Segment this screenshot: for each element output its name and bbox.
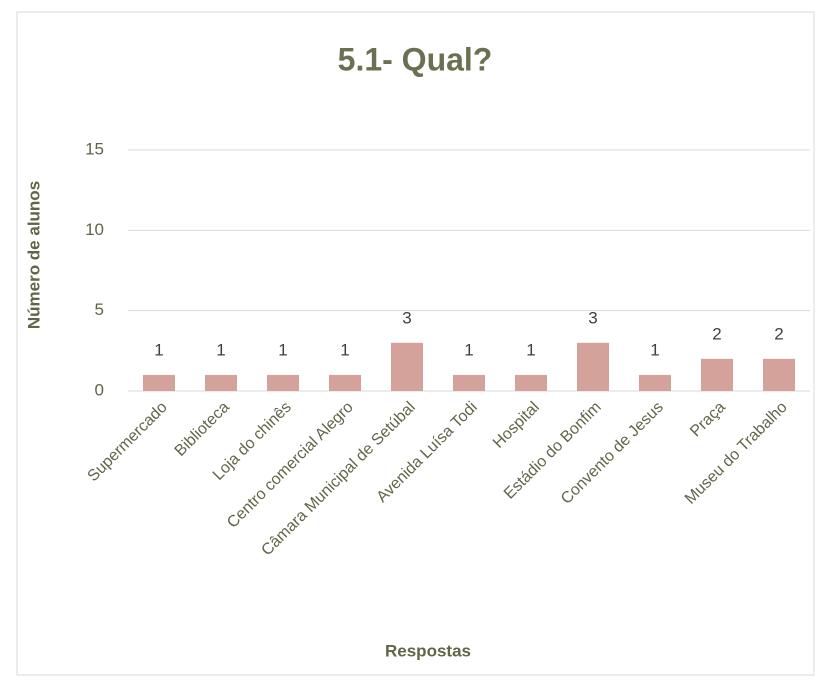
bar [329,374,361,391]
bar [205,374,237,391]
data-label: 1 [216,340,225,359]
bar [391,342,423,391]
bar [515,374,547,391]
bar [701,358,733,391]
y-axis-label: Número de alunos [24,181,43,329]
y-tick-label: 10 [85,220,104,239]
data-label: 1 [278,340,287,359]
data-label: 1 [526,340,535,359]
bar [143,374,175,391]
data-label: 1 [464,340,473,359]
bar [453,374,485,391]
data-label: 3 [402,308,411,327]
data-label: 2 [774,324,783,343]
bar [639,374,671,391]
data-label: 2 [712,324,721,343]
data-label: 1 [340,340,349,359]
data-label: 3 [588,308,597,327]
bar [267,374,299,391]
y-tick-label: 15 [85,139,104,158]
data-label: 1 [650,340,659,359]
y-tick-label: 5 [95,300,104,319]
chart-title: 5.1- Qual? [338,41,493,77]
bar [763,358,795,391]
bar [577,342,609,391]
x-axis-label: Respostas [385,641,471,660]
y-tick-label: 0 [95,380,104,399]
data-label: 1 [154,340,163,359]
